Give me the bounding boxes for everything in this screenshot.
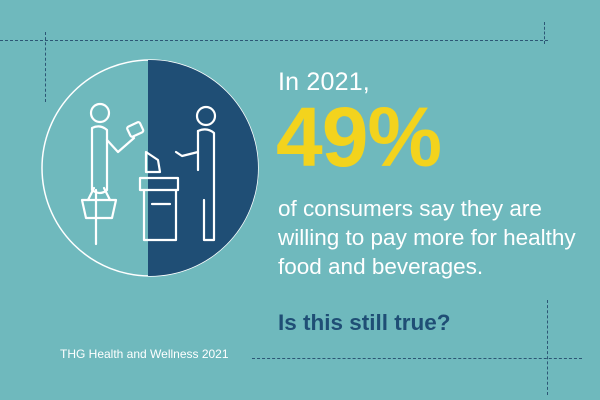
cashier-at-register-icon xyxy=(138,105,217,242)
checkout-illustration xyxy=(41,59,259,277)
percent-statistic: 49% xyxy=(276,90,442,184)
statistic-description: of consumers say they are willing to pay… xyxy=(278,196,576,279)
dashed-line-top xyxy=(0,40,548,41)
dashed-line-top-left-vertical xyxy=(45,32,46,102)
dark-half-circle xyxy=(148,60,258,276)
dashed-line-bottom-right-vertical xyxy=(547,300,548,395)
source-citation: THG Health and Wellness 2021 xyxy=(60,347,229,361)
dashed-line-bottom xyxy=(252,358,582,359)
shopper-with-basket-icon xyxy=(80,102,145,246)
question-text: Is this still true? xyxy=(278,310,451,335)
dashed-line-top-right-vertical xyxy=(544,22,545,44)
intro-text: In 2021, xyxy=(278,68,370,96)
